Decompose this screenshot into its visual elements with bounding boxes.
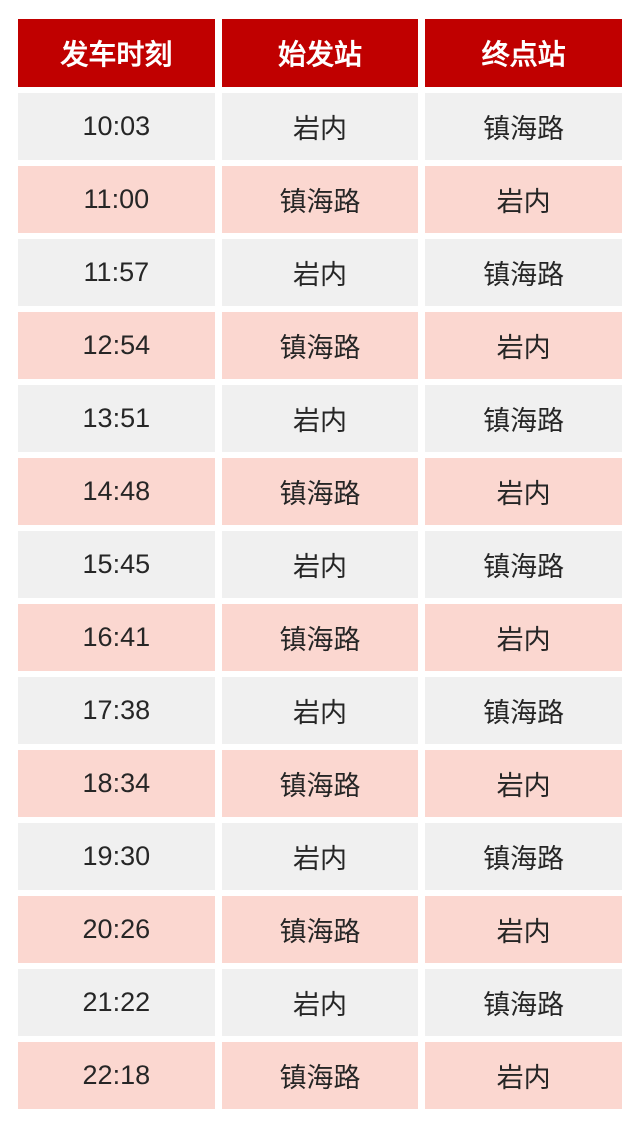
cell-origin-station: 岩内 — [221, 531, 419, 598]
cell-destination-station: 镇海路 — [425, 823, 622, 890]
header-origin-station: 始发站 — [221, 19, 419, 87]
cell-destination-station: 岩内 — [425, 896, 622, 963]
cell-destination-station: 岩内 — [425, 1042, 622, 1109]
cell-origin-station: 岩内 — [221, 239, 419, 306]
cell-departure-time: 11:00 — [18, 166, 215, 233]
cell-departure-time: 17:38 — [18, 677, 215, 744]
cell-departure-time: 15:45 — [18, 531, 215, 598]
cell-departure-time: 20:26 — [18, 896, 215, 963]
bus-timetable-table: 发车时刻 始发站 终点站 10:03 岩内 镇海路 11:00 镇海路 岩内 1… — [18, 19, 622, 1109]
cell-destination-station: 岩内 — [425, 166, 622, 233]
cell-departure-time: 21:22 — [18, 969, 215, 1036]
cell-origin-station: 岩内 — [221, 93, 419, 160]
cell-origin-station: 镇海路 — [221, 750, 419, 817]
cell-departure-time: 16:41 — [18, 604, 215, 671]
cell-departure-time: 10:03 — [18, 93, 215, 160]
header-destination-station: 终点站 — [425, 19, 622, 87]
cell-destination-station: 镇海路 — [425, 531, 622, 598]
cell-origin-station: 岩内 — [221, 677, 419, 744]
cell-origin-station: 镇海路 — [221, 1042, 419, 1109]
cell-destination-station: 岩内 — [425, 750, 622, 817]
cell-origin-station: 岩内 — [221, 969, 419, 1036]
cell-destination-station: 镇海路 — [425, 677, 622, 744]
cell-origin-station: 岩内 — [221, 385, 419, 452]
cell-departure-time: 18:34 — [18, 750, 215, 817]
cell-origin-station: 镇海路 — [221, 166, 419, 233]
cell-destination-station: 镇海路 — [425, 239, 622, 306]
cell-departure-time: 14:48 — [18, 458, 215, 525]
cell-departure-time: 13:51 — [18, 385, 215, 452]
cell-origin-station: 镇海路 — [221, 312, 419, 379]
header-departure-time: 发车时刻 — [18, 19, 215, 87]
cell-destination-station: 镇海路 — [425, 969, 622, 1036]
cell-departure-time: 11:57 — [18, 239, 215, 306]
cell-departure-time: 19:30 — [18, 823, 215, 890]
cell-origin-station: 镇海路 — [221, 458, 419, 525]
cell-departure-time: 22:18 — [18, 1042, 215, 1109]
cell-destination-station: 岩内 — [425, 458, 622, 525]
cell-destination-station: 镇海路 — [425, 385, 622, 452]
cell-destination-station: 岩内 — [425, 604, 622, 671]
cell-origin-station: 镇海路 — [221, 604, 419, 671]
cell-destination-station: 岩内 — [425, 312, 622, 379]
cell-destination-station: 镇海路 — [425, 93, 622, 160]
cell-origin-station: 岩内 — [221, 823, 419, 890]
cell-origin-station: 镇海路 — [221, 896, 419, 963]
cell-departure-time: 12:54 — [18, 312, 215, 379]
